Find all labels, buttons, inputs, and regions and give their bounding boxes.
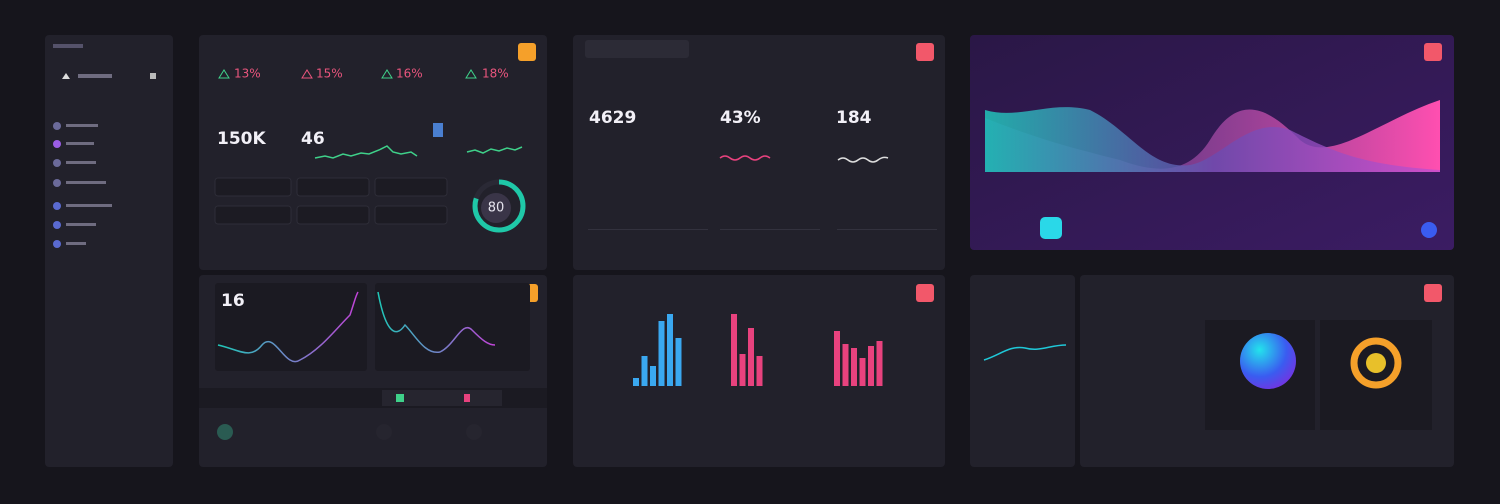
bar bbox=[859, 358, 866, 386]
sparkline bbox=[837, 156, 889, 163]
menu-item[interactable] bbox=[66, 204, 112, 207]
chip[interactable] bbox=[296, 205, 370, 225]
icon bbox=[381, 69, 393, 79]
icon bbox=[53, 240, 61, 248]
search-box[interactable] bbox=[585, 40, 689, 58]
menu-item[interactable] bbox=[66, 161, 96, 164]
icon bbox=[218, 69, 230, 79]
icon bbox=[396, 394, 404, 402]
total: 46 bbox=[301, 129, 325, 149]
icon bbox=[1421, 222, 1437, 238]
bar bbox=[876, 341, 883, 386]
icon bbox=[433, 123, 443, 137]
bar bbox=[641, 356, 648, 386]
menu-item[interactable] bbox=[66, 124, 98, 127]
panel bbox=[573, 35, 945, 270]
icon bbox=[53, 221, 61, 229]
donut-center bbox=[1366, 353, 1386, 373]
stat-row: 13% 15% 16% 18% bbox=[218, 67, 509, 81]
bar bbox=[633, 378, 639, 386]
gauge-value: 80 bbox=[488, 201, 505, 216]
chip[interactable] bbox=[296, 177, 370, 197]
stat-percent: 15% bbox=[316, 67, 343, 81]
bar bbox=[868, 346, 874, 386]
button[interactable] bbox=[518, 43, 536, 61]
sparkline bbox=[314, 145, 418, 159]
icon bbox=[62, 73, 70, 79]
donut bbox=[1350, 337, 1402, 389]
trend-line bbox=[377, 291, 496, 353]
icon bbox=[53, 179, 61, 187]
icon bbox=[150, 73, 156, 79]
metric: 4629 bbox=[589, 108, 636, 128]
metric: 43% bbox=[720, 108, 761, 128]
card-value: 16 bbox=[221, 291, 245, 311]
chip[interactable] bbox=[374, 205, 448, 225]
menu-item[interactable] bbox=[66, 242, 86, 245]
panel bbox=[970, 275, 1075, 467]
icon bbox=[376, 424, 392, 440]
chart-card bbox=[375, 283, 530, 371]
bar bbox=[739, 354, 746, 386]
chip[interactable] bbox=[214, 177, 292, 197]
button[interactable] bbox=[1424, 284, 1442, 302]
button[interactable] bbox=[916, 43, 934, 61]
divider bbox=[720, 229, 820, 230]
menu-item[interactable] bbox=[78, 74, 112, 78]
area bbox=[985, 107, 1440, 172]
icon bbox=[466, 424, 482, 440]
trend-line bbox=[217, 291, 359, 363]
menu-item[interactable] bbox=[66, 181, 106, 184]
bar bbox=[667, 314, 673, 386]
total: 150K bbox=[217, 129, 266, 149]
bar bbox=[834, 331, 840, 386]
bar bbox=[851, 348, 857, 386]
pie bbox=[1240, 333, 1296, 389]
chips[interactable] bbox=[214, 177, 448, 225]
button[interactable] bbox=[1424, 43, 1442, 61]
icon bbox=[464, 394, 470, 402]
sparkline bbox=[719, 155, 771, 161]
divider bbox=[588, 229, 708, 230]
bar bbox=[658, 321, 665, 386]
gauge-center bbox=[481, 193, 511, 223]
stat-percent: 13% bbox=[234, 67, 261, 81]
sparkline bbox=[466, 146, 523, 154]
stat-percent: 16% bbox=[396, 67, 423, 81]
divider bbox=[837, 229, 937, 230]
bar bbox=[731, 314, 737, 386]
logo bbox=[53, 44, 83, 48]
chip[interactable] bbox=[214, 205, 292, 225]
bar-chart bbox=[633, 314, 883, 386]
bar bbox=[756, 356, 763, 386]
chart-card bbox=[215, 283, 367, 371]
icon bbox=[53, 122, 61, 130]
menu-item[interactable] bbox=[66, 223, 96, 226]
gauge-arc bbox=[472, 179, 526, 233]
bar bbox=[842, 344, 849, 386]
tab[interactable] bbox=[382, 390, 502, 406]
sidebar-menu[interactable] bbox=[53, 44, 156, 248]
icon bbox=[217, 424, 233, 440]
icon bbox=[465, 69, 477, 79]
card bbox=[1320, 320, 1432, 430]
trend-line bbox=[983, 344, 1067, 361]
icon bbox=[301, 69, 313, 79]
bar bbox=[675, 338, 682, 386]
sidebar bbox=[45, 35, 173, 467]
stat-percent: 18% bbox=[482, 67, 509, 81]
icon bbox=[53, 140, 61, 148]
chip[interactable] bbox=[374, 177, 448, 197]
metric: 184 bbox=[836, 108, 872, 128]
menu-item[interactable] bbox=[66, 142, 94, 145]
bar bbox=[748, 328, 754, 386]
bar bbox=[650, 366, 656, 386]
icon bbox=[53, 159, 61, 167]
button[interactable] bbox=[1040, 217, 1062, 239]
button[interactable] bbox=[916, 284, 934, 302]
icon bbox=[53, 202, 61, 210]
